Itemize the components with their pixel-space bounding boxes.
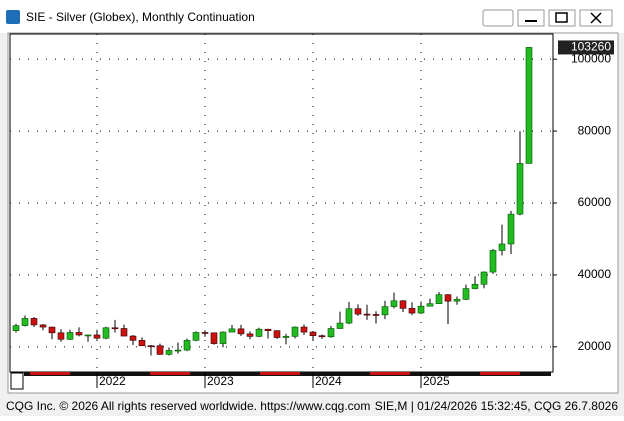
time-strip-segment — [260, 372, 300, 375]
candle-body — [498, 243, 506, 251]
candle-body — [264, 328, 272, 331]
x-tick-label: 2022 — [99, 374, 126, 388]
candle-body — [273, 330, 281, 338]
status-bar — [0, 396, 624, 416]
candle-body — [183, 340, 191, 351]
y-tick-label: 80000 — [578, 123, 612, 137]
candle-body — [66, 332, 74, 340]
candle-body — [57, 332, 65, 340]
candle-body — [21, 318, 29, 326]
candle-body — [129, 335, 137, 341]
candle-body — [93, 334, 101, 339]
candle-body — [147, 345, 155, 348]
candle-body — [30, 318, 38, 326]
candle-body — [426, 303, 434, 307]
candle-body — [345, 308, 353, 324]
candle-body — [282, 336, 290, 338]
x-tick-label: 2025 — [423, 374, 450, 388]
candle-body — [462, 288, 470, 300]
candle-body — [300, 326, 308, 333]
candle-body — [516, 163, 524, 215]
candle-body — [237, 328, 245, 335]
y-tick-label: 20000 — [578, 339, 612, 353]
scroll-thumb[interactable] — [10, 372, 24, 390]
time-strip-segment — [370, 372, 410, 375]
candle-body — [111, 327, 119, 330]
candle-body — [354, 308, 362, 315]
candle-body — [75, 332, 83, 336]
candle-body — [246, 333, 254, 337]
candle-body — [39, 324, 47, 328]
time-strip-segment — [150, 372, 190, 375]
candle-body — [471, 283, 479, 289]
candle-body — [435, 294, 443, 304]
candle-body — [84, 334, 92, 337]
window-title: SIE - Silver (Globex), Monthly Continuat… — [26, 10, 255, 24]
footer-status: SIE,M | 01/24/2026 15:32:45, CQG 26.7.80… — [375, 399, 619, 413]
candle-body — [165, 350, 173, 355]
x-tick-label: 2024 — [315, 374, 342, 388]
candle-body — [408, 308, 416, 314]
last-price-label: 103260 — [571, 40, 611, 54]
candle-body — [336, 322, 344, 329]
candle-body — [489, 250, 497, 273]
candle-body — [327, 328, 335, 338]
candle-body — [480, 271, 488, 285]
candle-body — [120, 328, 128, 337]
x-tick-label: 2023 — [207, 374, 234, 388]
candle-body — [192, 332, 200, 341]
time-strip-segment — [30, 372, 70, 375]
candle-body — [372, 314, 380, 316]
footer-copyright: CQG Inc. © 2026 All rights reserved worl… — [6, 399, 370, 413]
candle-body — [156, 345, 164, 355]
y-tick-label: 60000 — [578, 195, 612, 209]
candle-body — [102, 327, 110, 339]
y-tick-label: 40000 — [578, 267, 612, 281]
candle-body — [228, 328, 236, 333]
candle-body — [255, 328, 263, 337]
candle-body — [381, 306, 389, 316]
candle-body — [399, 300, 407, 309]
candle-body — [138, 340, 146, 347]
candle-body — [363, 313, 371, 316]
candle-body — [318, 335, 326, 338]
last-price-box — [558, 40, 614, 55]
candle-body — [453, 299, 461, 302]
maximize-icon — [555, 12, 568, 23]
candle-body — [390, 300, 398, 307]
app-icon — [6, 10, 20, 24]
candle-body — [444, 294, 452, 302]
candle-body — [201, 332, 209, 334]
candle-body — [12, 325, 20, 331]
time-strip-segment — [480, 372, 520, 375]
close-icon — [590, 12, 602, 24]
link-button[interactable] — [482, 9, 514, 27]
candle-body — [507, 213, 515, 245]
candle-body — [525, 47, 533, 164]
minimize-button[interactable] — [517, 9, 545, 27]
candle-body — [309, 331, 317, 336]
y-tick-label: 100000 — [571, 51, 611, 65]
candle-body — [210, 332, 218, 344]
candle-body — [174, 349, 182, 352]
candle-body — [291, 326, 299, 337]
candle-body — [48, 326, 56, 334]
candle-body — [417, 305, 425, 314]
candle-body — [219, 331, 227, 344]
